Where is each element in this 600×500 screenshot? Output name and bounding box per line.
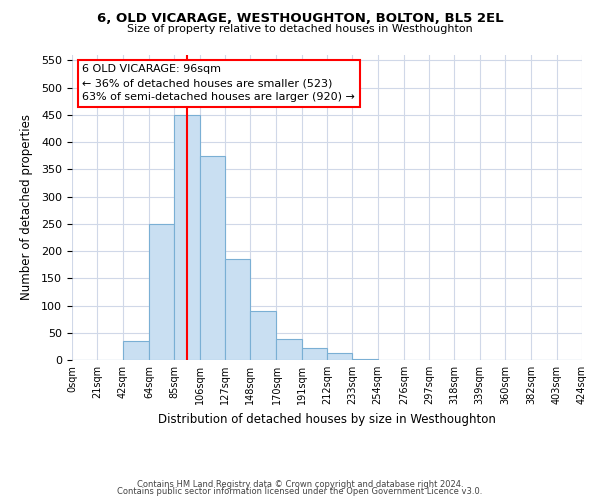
Bar — [149, 224, 174, 360]
Bar — [250, 311, 277, 360]
Bar — [225, 259, 250, 360]
Bar — [352, 359, 377, 360]
Y-axis label: Number of detached properties: Number of detached properties — [20, 114, 33, 300]
Text: 6, OLD VICARAGE, WESTHOUGHTON, BOLTON, BL5 2EL: 6, OLD VICARAGE, WESTHOUGHTON, BOLTON, B… — [97, 12, 503, 26]
Bar — [122, 341, 149, 360]
X-axis label: Distribution of detached houses by size in Westhoughton: Distribution of detached houses by size … — [158, 412, 496, 426]
Bar — [174, 115, 199, 360]
Text: Contains HM Land Registry data © Crown copyright and database right 2024.: Contains HM Land Registry data © Crown c… — [137, 480, 463, 489]
Text: Size of property relative to detached houses in Westhoughton: Size of property relative to detached ho… — [127, 24, 473, 34]
Bar — [302, 348, 327, 360]
Bar — [199, 156, 225, 360]
Bar — [277, 340, 302, 360]
Text: Contains public sector information licensed under the Open Government Licence v3: Contains public sector information licen… — [118, 487, 482, 496]
Text: 6 OLD VICARAGE: 96sqm
← 36% of detached houses are smaller (523)
63% of semi-det: 6 OLD VICARAGE: 96sqm ← 36% of detached … — [82, 64, 355, 102]
Bar — [327, 354, 352, 360]
